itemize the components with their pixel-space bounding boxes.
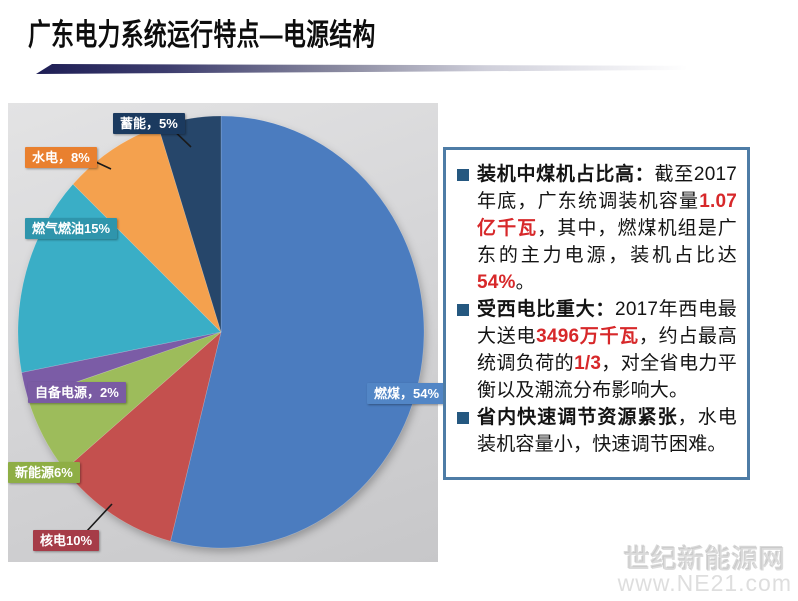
info-bullet: 省内快速调节资源紧张，水电装机容量小，快速调节困难。 <box>455 404 737 458</box>
pie-label-gas-oil: 燃气燃油15% <box>25 218 118 239</box>
watermark-url: www.NE21.com <box>617 570 792 596</box>
pie-label-self-supply: 自备电源，2% <box>28 382 126 403</box>
page-title: 广东电力系统运行特点—电源结构 <box>28 19 376 52</box>
bullet-square-icon <box>457 412 469 424</box>
watermark-site-name: 世纪新能源网 <box>623 544 786 574</box>
bullet-list: 装机中煤机占比高：截至2017年底，广东统调装机容量1.07亿千瓦，其中，燃煤机… <box>455 161 737 458</box>
leader-line-nuclear <box>85 503 113 533</box>
bullet-square-icon <box>457 304 469 316</box>
bullet-text: 装机中煤机占比高：截至2017年底，广东统调装机容量1.07亿千瓦，其中，燃煤机… <box>477 164 737 293</box>
pie-label-coal: 燃煤，54% <box>367 383 447 404</box>
pie-chart-panel: 燃煤，54% 核电10% 新能源6% 自备电源，2% 燃气燃油15% 水电，8%… <box>8 103 447 562</box>
pie-chart <box>17 115 425 549</box>
pie-label-pumped-storage: 蓄能，5% <box>113 113 185 134</box>
info-bullet: 装机中煤机占比高：截至2017年底，广东统调装机容量1.07亿千瓦，其中，燃煤机… <box>455 161 737 296</box>
info-panel: 装机中煤机占比高：截至2017年底，广东统调装机容量1.07亿千瓦，其中，燃煤机… <box>443 147 750 480</box>
pie-label-hydro: 水电，8% <box>25 147 97 168</box>
bullet-square-icon <box>457 169 469 181</box>
title-underline-bar <box>36 64 760 74</box>
pie-slice-coal <box>170 115 425 549</box>
info-bullet: 受西电比重大：2017年西电最大送电3496万千瓦，约占最高统调负荷的1/3，对… <box>455 296 737 404</box>
watermark: 世纪新能源网 www.NE21.com <box>618 546 792 595</box>
bullet-text: 受西电比重大：2017年西电最大送电3496万千瓦，约占最高统调负荷的1/3，对… <box>477 299 737 401</box>
bullet-text: 省内快速调节资源紧张，水电装机容量小，快速调节困难。 <box>477 407 737 455</box>
pie-label-new-energy: 新能源6% <box>8 462 80 483</box>
pie-label-nuclear: 核电10% <box>33 530 100 551</box>
